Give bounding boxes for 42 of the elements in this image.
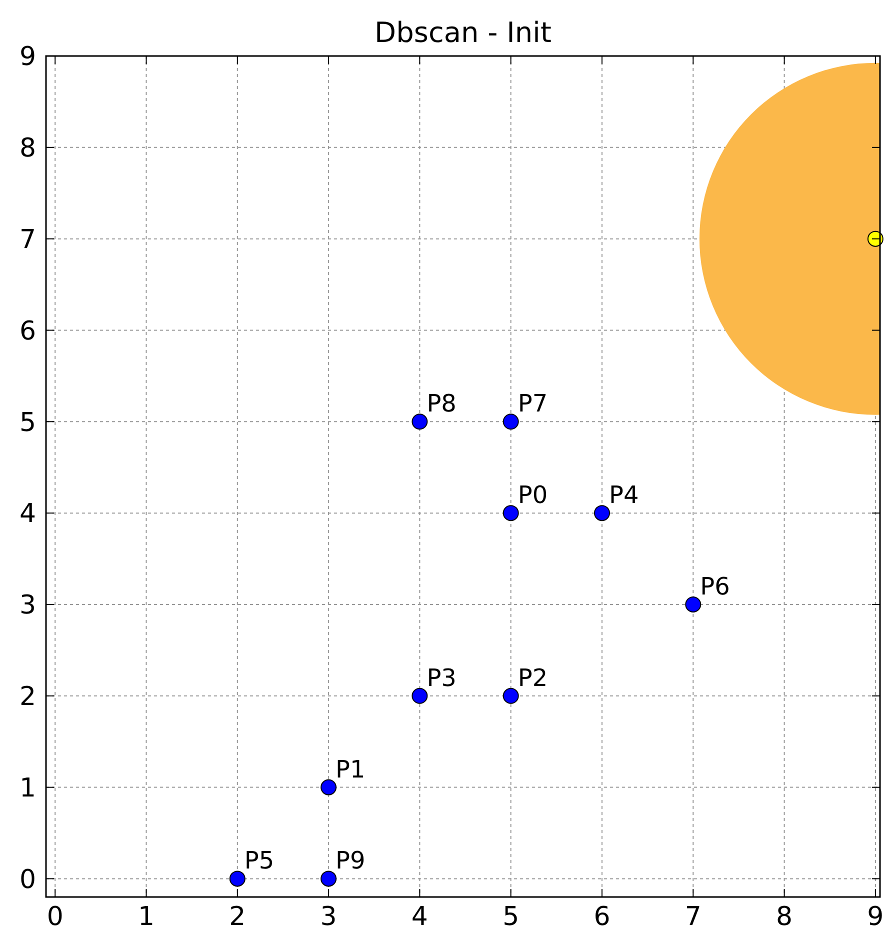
y-tick-label: 1 [19, 773, 36, 804]
x-tick-label: 9 [867, 902, 884, 932]
y-tick-label: 0 [19, 864, 36, 895]
annotation: P2 [518, 664, 548, 692]
point [594, 505, 610, 522]
y-tick-label: 9 [19, 42, 36, 72]
y-tick-label: 6 [19, 316, 36, 346]
x-tick-label: 2 [229, 902, 246, 932]
y-tick-label: 8 [19, 134, 36, 164]
y-tick-label: 4 [19, 499, 36, 530]
chart-title: Dbscan - Init [374, 16, 552, 49]
annotation: P5 [244, 846, 274, 875]
x-tick-label: 6 [594, 902, 610, 932]
annotation: P6 [700, 572, 730, 600]
annotation: P1 [336, 755, 366, 784]
point [502, 414, 519, 430]
annotation: P7 [518, 390, 548, 418]
annotation: P4 [609, 481, 639, 510]
point [685, 596, 702, 612]
point [320, 870, 337, 887]
point [412, 414, 428, 430]
y-tick-label: 7 [19, 224, 36, 255]
x-tick-label: 0 [46, 902, 64, 932]
x-tick-label: 5 [502, 902, 520, 932]
x-tick-label: 3 [320, 902, 337, 932]
x-tick-label: 8 [776, 902, 793, 932]
y-tick-label: 3 [19, 590, 36, 621]
point [412, 688, 428, 704]
point [229, 870, 246, 887]
y-tick-label: 5 [19, 408, 36, 438]
point [502, 505, 519, 522]
annotation: P3 [426, 664, 456, 692]
point [320, 779, 337, 796]
y-tick-label: 2 [19, 682, 36, 712]
x-tick-label: 4 [411, 902, 428, 932]
point [502, 688, 519, 704]
x-tick-label: 7 [684, 902, 702, 932]
annotation: P9 [336, 846, 366, 875]
annotation: P8 [426, 390, 456, 418]
annotation: P0 [518, 481, 548, 510]
x-tick-label: 1 [138, 902, 155, 932]
point [867, 230, 884, 247]
